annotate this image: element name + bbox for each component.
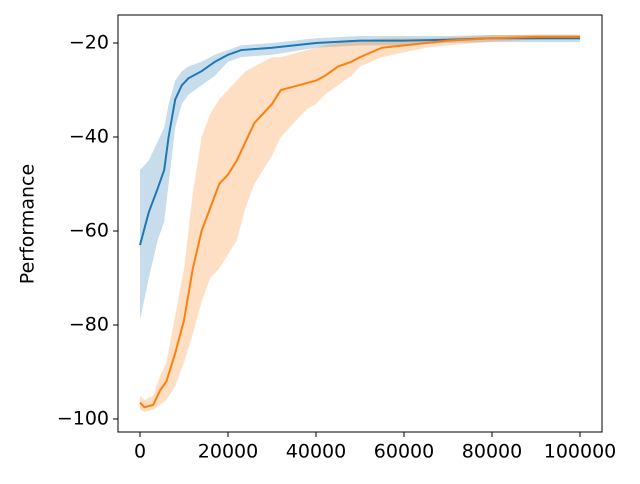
plot-frame — [117, 14, 603, 433]
confidence-band — [140, 34, 580, 412]
x-tick-label: 40000 — [286, 441, 346, 463]
x-tick-label: 80000 — [462, 441, 522, 463]
line — [139, 37, 580, 246]
y-axis-label: Performance — [17, 164, 39, 284]
y-tick-label: −40 — [69, 126, 109, 148]
line — [139, 35, 580, 409]
y-tick-label: −20 — [69, 32, 109, 54]
x-tick-label: 60000 — [374, 441, 434, 463]
x-tick-label: 0 — [134, 441, 146, 463]
y-tick-label: −60 — [69, 219, 109, 241]
y-tick-label: −80 — [69, 313, 109, 335]
x-tick-label: 100000 — [544, 441, 617, 463]
x-tick-label: 20000 — [198, 441, 258, 463]
y-tick-label: −100 — [57, 407, 109, 429]
